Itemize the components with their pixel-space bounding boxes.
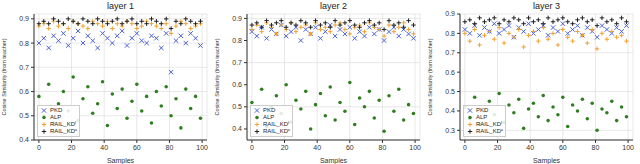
svg-text:40: 40 (313, 144, 321, 151)
svg-text:0: 0 (463, 144, 467, 151)
svg-text:Samples: Samples (320, 157, 348, 164)
svg-text:0.5: 0.5 (445, 88, 455, 95)
svg-text:20: 20 (68, 144, 76, 151)
svg-text:0.8: 0.8 (445, 30, 455, 37)
svg-text:Cosine Similarity (from teache: Cosine Similarity (from teacher) (214, 38, 220, 115)
svg-text:Cosine Similarity (from teache: Cosine Similarity (from teacher) (427, 38, 433, 115)
svg-text:100: 100 (622, 144, 632, 151)
svg-text:0.9: 0.9 (232, 15, 242, 22)
svg-text:0: 0 (250, 144, 254, 151)
svg-text:Samples: Samples (533, 157, 561, 164)
svg-text:100: 100 (409, 144, 421, 151)
svg-text:0.6: 0.6 (445, 69, 455, 76)
svg-text:0.6: 0.6 (19, 88, 29, 95)
svg-text:0.5: 0.5 (232, 103, 242, 110)
svg-text:0.4: 0.4 (232, 125, 242, 132)
html-text:ALP: ALP (263, 114, 275, 120)
svg-text:80: 80 (166, 144, 174, 151)
html-text:RAIL_KDˡ: RAIL_KDˡ (263, 121, 289, 127)
svg-text:0.8: 0.8 (232, 37, 242, 44)
svg-text:80: 80 (379, 144, 387, 151)
svg-text:0.4: 0.4 (445, 107, 455, 114)
svg-text:0.3: 0.3 (445, 127, 455, 134)
svg-text:80: 80 (592, 144, 600, 151)
svg-text:20: 20 (494, 144, 502, 151)
html-text:PKD: PKD (476, 107, 489, 113)
html-text:RAIL_KDˡ: RAIL_KDˡ (476, 121, 502, 127)
svg-text:0.6: 0.6 (232, 81, 242, 88)
svg-text:0.5: 0.5 (19, 112, 29, 119)
svg-text:0.7: 0.7 (445, 49, 455, 56)
html-text:RAIL_KDˡ: RAIL_KDˡ (50, 121, 76, 127)
html-text:layer 2: layer 2 (320, 1, 347, 11)
svg-text:20: 20 (281, 144, 289, 151)
svg-text:60: 60 (346, 144, 354, 151)
svg-text:Samples: Samples (107, 157, 135, 164)
svg-text:0.8: 0.8 (19, 40, 29, 47)
html-text:layer 3: layer 3 (533, 1, 560, 11)
svg-text:0.4: 0.4 (19, 136, 29, 143)
svg-text:0: 0 (37, 144, 41, 151)
svg-text:40: 40 (526, 144, 534, 151)
html-text:ALP: ALP (476, 114, 488, 120)
html-text:PKD: PKD (50, 107, 63, 113)
html-text:PKD: PKD (263, 107, 276, 113)
svg-text:0.9: 0.9 (19, 15, 29, 22)
html-text:RAIL_KDᶜ: RAIL_KDᶜ (263, 128, 291, 134)
svg-text:60: 60 (559, 144, 567, 151)
svg-text:60: 60 (133, 144, 141, 151)
html-text:ALP: ALP (50, 114, 62, 120)
svg-text:0.7: 0.7 (19, 64, 29, 71)
svg-text:0.9: 0.9 (445, 10, 455, 17)
svg-text:100: 100 (196, 144, 208, 151)
html-text:RAIL_KDᶜ: RAIL_KDᶜ (476, 128, 504, 134)
html-text:layer 1: layer 1 (107, 1, 134, 11)
svg-text:0.7: 0.7 (232, 59, 242, 66)
html-text:RAIL_KDᶜ: RAIL_KDᶜ (50, 128, 78, 134)
svg-text:40: 40 (100, 144, 108, 151)
